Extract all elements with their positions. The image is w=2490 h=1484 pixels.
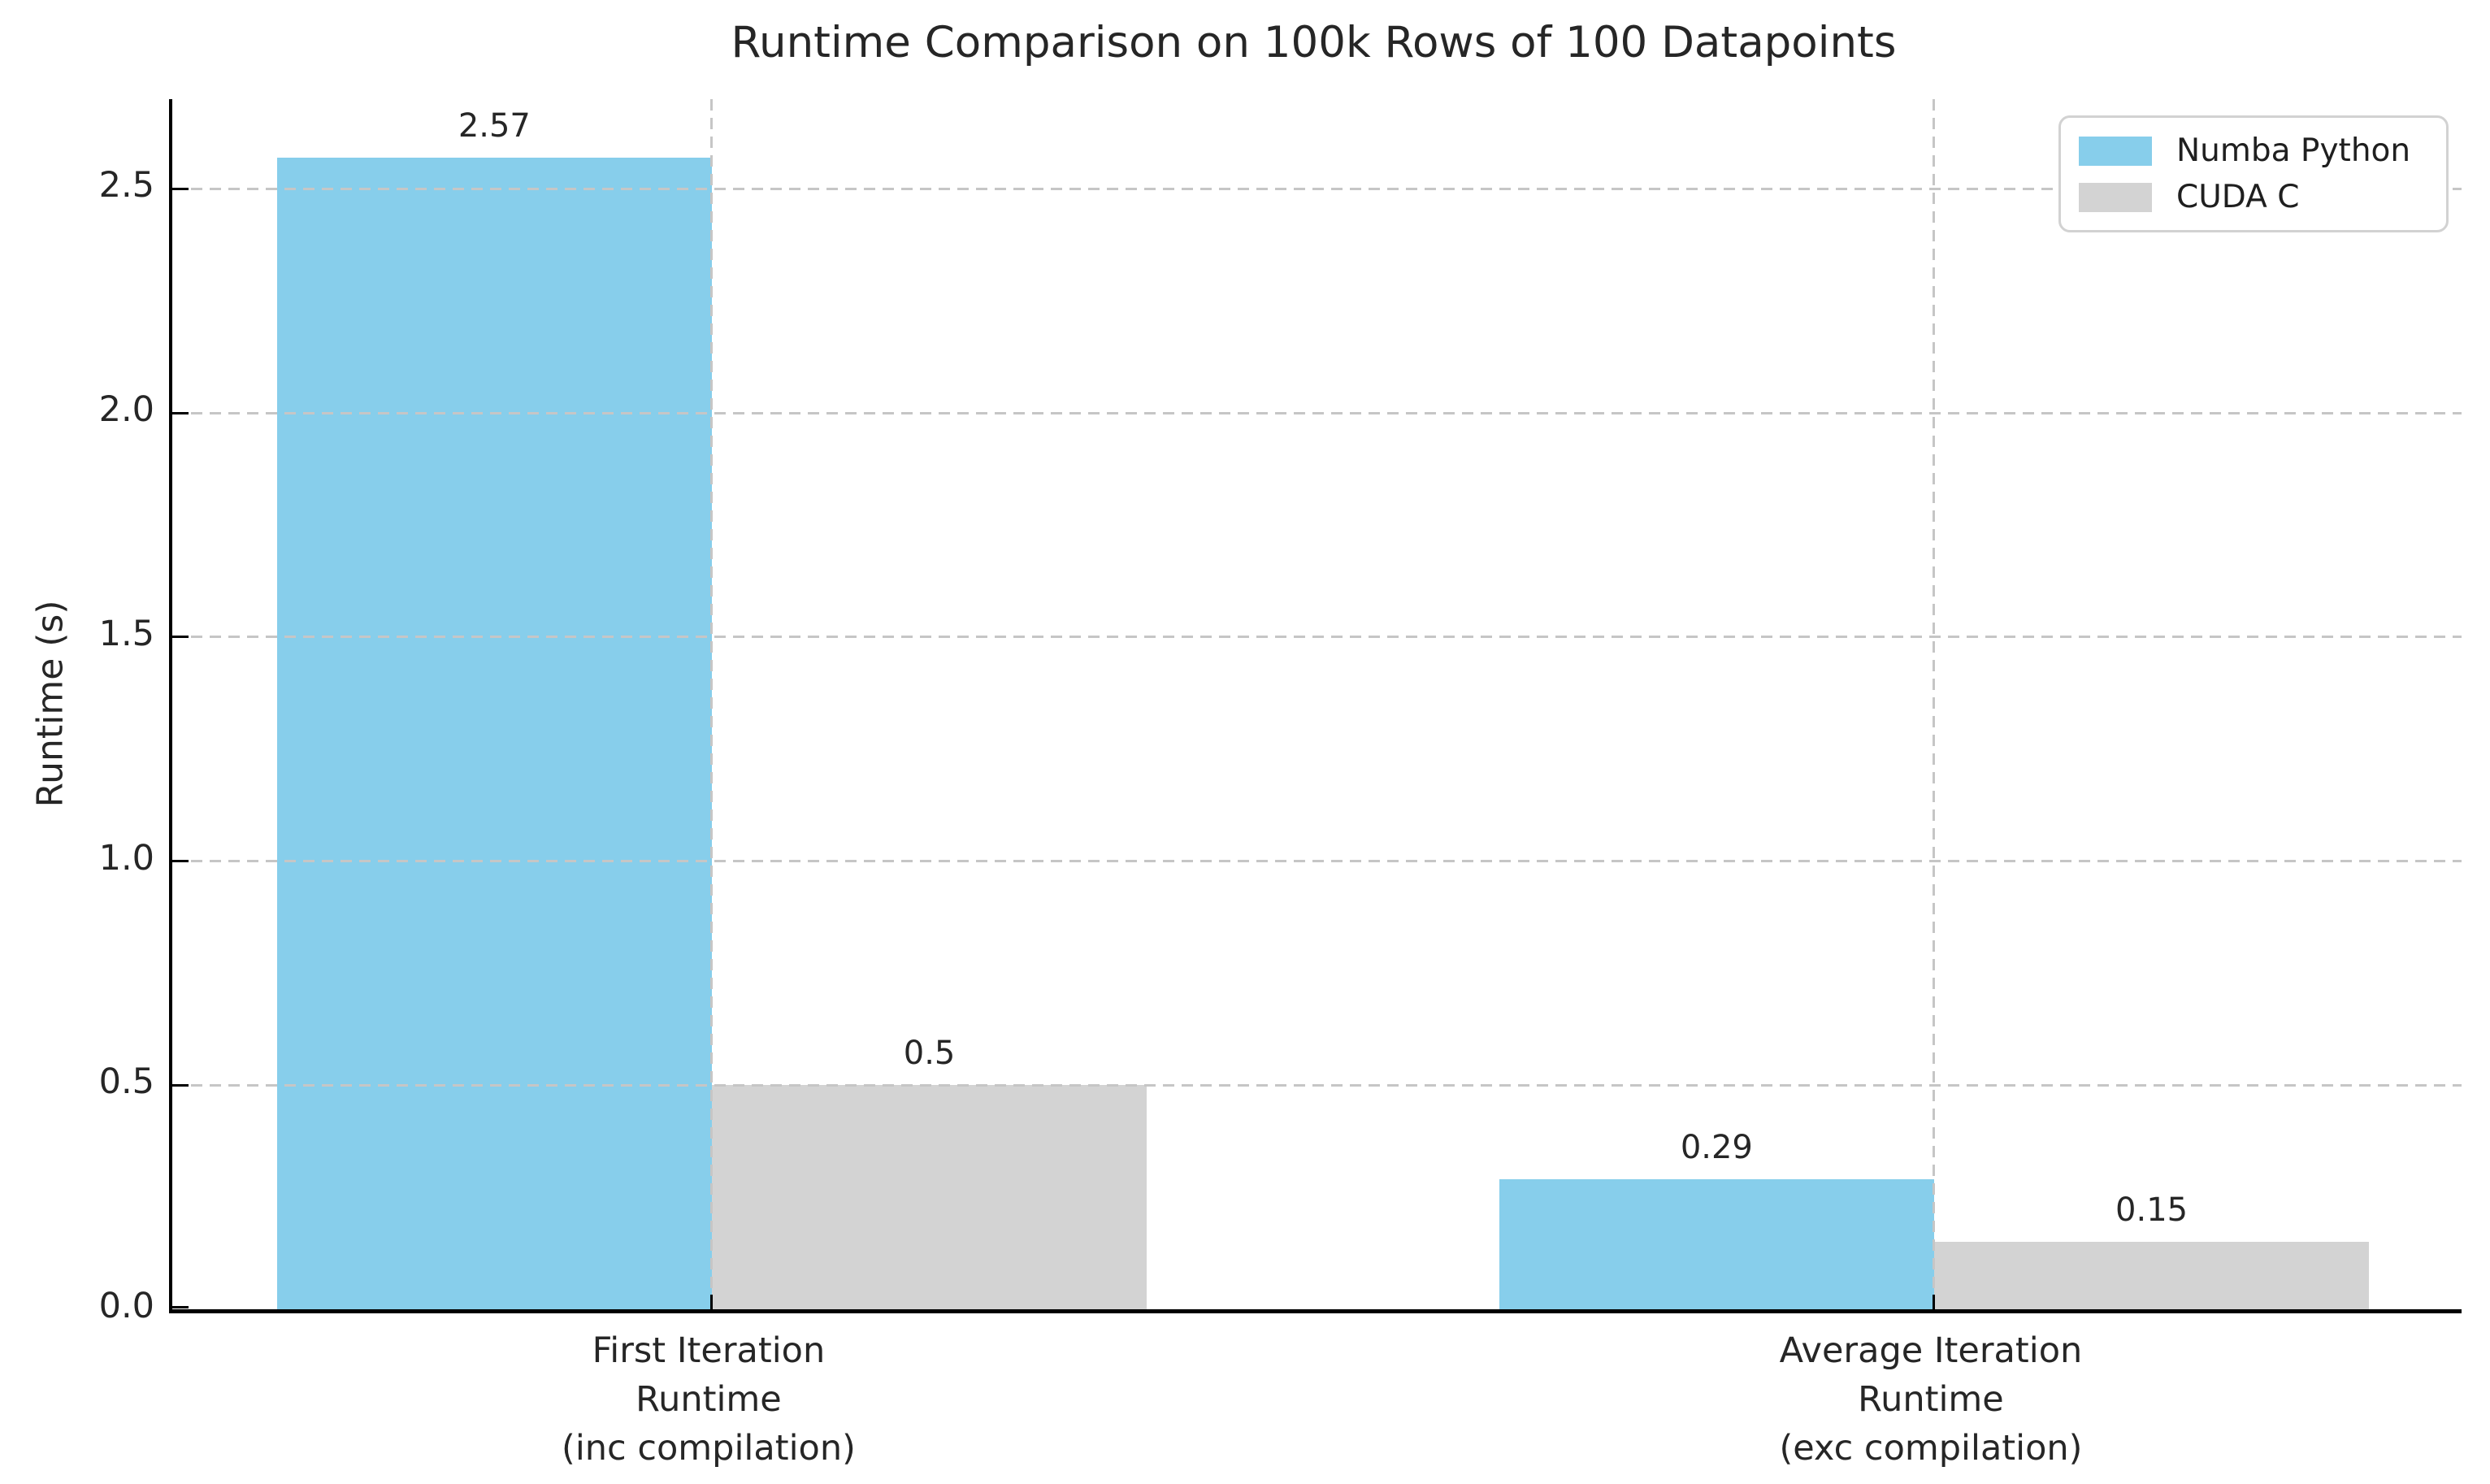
y-tick-mark [172, 1305, 189, 1308]
horizontal-gridline [172, 187, 2462, 190]
x-tick-mark [1933, 1295, 1936, 1309]
legend-swatch-cuda-c [2079, 182, 2152, 212]
legend: Numba Python CUDA C [2058, 115, 2449, 232]
y-tick-mark [172, 187, 189, 190]
bar-cuda-c-cat1 [1933, 1242, 2370, 1309]
chart-title: Runtime Comparison on 100k Rows of 100 D… [731, 18, 1897, 67]
bar-numba-python-cat1 [1499, 1179, 1934, 1309]
legend-label: CUDA C [2176, 179, 2300, 215]
x-tick-mark [710, 1295, 714, 1309]
bar-value-label: 0.29 [1680, 1129, 1753, 1167]
legend-label: Numba Python [2176, 132, 2411, 169]
x-tick-label: Average Iteration Runtime (exc compilation… [1779, 1330, 2083, 1469]
horizontal-gridline [172, 1083, 2462, 1087]
y-tick-label: 1.0 [98, 837, 154, 879]
y-tick-mark [172, 860, 189, 863]
vertical-gridline [1933, 99, 1936, 1309]
y-tick-mark [172, 1083, 189, 1087]
y-tick-label: 2.5 [98, 165, 154, 206]
bar-value-label: 0.15 [2115, 1191, 2189, 1230]
y-tick-label: 2.0 [98, 389, 154, 431]
vertical-gridline [710, 99, 714, 1309]
legend-item-cuda-c: CUDA C [2079, 179, 2428, 215]
y-tick-mark [172, 411, 189, 414]
y-tick-label: 0.0 [98, 1286, 154, 1326]
plot-area: 2.57 0.5 0.29 0.15 [169, 99, 2462, 1313]
horizontal-gridline [172, 636, 2462, 639]
x-tick-label: First Iteration Runtime (inc compilation) [562, 1330, 856, 1469]
bar-cuda-c-cat0 [711, 1085, 1147, 1309]
y-tick-label: 1.5 [98, 613, 154, 654]
y-tick-label: 0.5 [98, 1061, 154, 1103]
bar-value-label: 0.5 [903, 1035, 956, 1073]
legend-swatch-numba-python [2079, 136, 2152, 166]
horizontal-gridline [172, 411, 2462, 414]
bar-value-label: 2.57 [458, 106, 531, 145]
legend-item-numba-python: Numba Python [2079, 132, 2428, 169]
bar-numba-python-cat0 [276, 157, 712, 1309]
horizontal-gridline [172, 860, 2462, 863]
y-tick-mark [172, 636, 189, 639]
